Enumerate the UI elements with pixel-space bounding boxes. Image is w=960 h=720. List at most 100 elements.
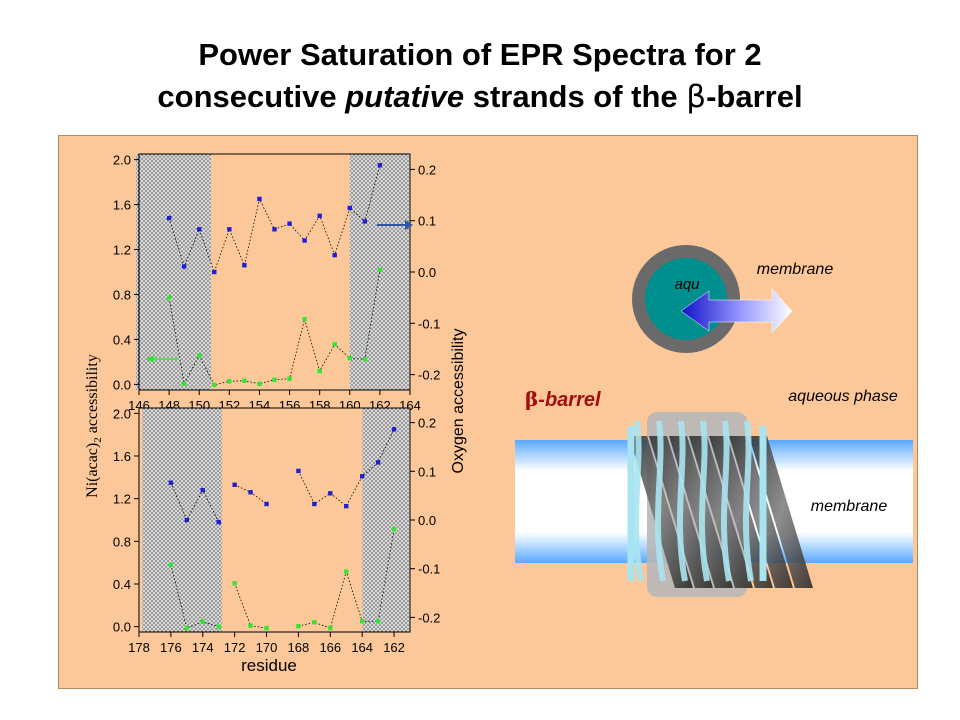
diffusion-arrow — [680, 288, 793, 334]
right-tick-label: -0.1 — [418, 562, 440, 577]
title-putative: putative — [345, 79, 465, 114]
data-point — [212, 269, 217, 275]
data-point — [344, 569, 349, 574]
left-axis-pointer-arrow — [146, 355, 179, 363]
data-point — [328, 491, 333, 496]
title-line-2: consecutive putative strands of the β-ba… — [0, 76, 960, 118]
barrel-edge — [627, 426, 767, 581]
left-tick-label: 1.2 — [113, 243, 131, 258]
data-point — [200, 487, 205, 493]
series-line — [234, 583, 267, 629]
data-point — [248, 490, 253, 495]
data-point — [181, 381, 187, 387]
data-point — [264, 501, 269, 507]
data-point — [362, 219, 368, 224]
data-point — [359, 474, 365, 479]
barrel-loop — [742, 420, 754, 582]
data-point — [212, 382, 217, 388]
left-tick-label: 2.0 — [113, 153, 131, 168]
data-point — [296, 623, 301, 629]
barrel-strands — [627, 420, 813, 588]
content-panel: 0.0 0.4 0.8 1.2 1.6 2.0 -0.2 -0.1 0.0 0.1 0.2 146 14… — [58, 135, 918, 689]
data-point — [168, 562, 174, 567]
right-tick-label: 0.2 — [418, 416, 436, 431]
data-point — [242, 378, 247, 383]
barrel-loop — [698, 420, 710, 582]
left-tick-label: 0.4 — [113, 332, 131, 347]
left-axis-title: Ni(acac)2 accessibility — [84, 354, 104, 498]
data-point — [328, 625, 333, 631]
data-point — [391, 427, 397, 432]
data-point — [168, 480, 174, 485]
data-point — [312, 620, 317, 625]
data-point — [232, 482, 237, 487]
barrel-label-rest: -barrel — [538, 389, 601, 411]
right-tick-label: -0.2 — [418, 610, 440, 625]
data-point — [272, 377, 277, 382]
data-point — [197, 353, 202, 358]
data-point — [184, 517, 190, 523]
right-tick-label: 0.0 — [418, 513, 436, 528]
x-tick-label: 168 — [288, 640, 310, 655]
slide-title: Power Saturation of EPR Spectra for 2 co… — [0, 34, 960, 118]
x-tick-label: 162 — [383, 640, 405, 655]
data-point — [296, 468, 301, 474]
data-point — [332, 252, 337, 258]
barrel-loop — [676, 420, 688, 582]
data-point — [302, 317, 307, 322]
membrane-band-label: membrane — [811, 498, 888, 515]
data-point — [377, 163, 383, 168]
shaded-region — [135, 154, 212, 390]
left-axis-title-pre: Ni(acac) — [84, 443, 101, 498]
right-tick-label: -0.2 — [418, 368, 440, 383]
left-axis-title-post: accessibility — [84, 354, 101, 437]
barrel-loop — [632, 420, 644, 582]
left-tick-label: 0.8 — [113, 534, 131, 549]
left-axis-title-sub: 2 — [92, 437, 104, 443]
barrel-loop — [654, 420, 666, 582]
barrel-label-beta: β — [525, 387, 538, 411]
left-tick-label: 1.6 — [113, 198, 131, 213]
right-axis-pointer-arrow — [377, 220, 413, 230]
data-point — [344, 503, 349, 509]
x-tick-label: 172 — [224, 640, 246, 655]
left-tick-label: 0.8 — [113, 287, 131, 302]
data-point — [312, 501, 317, 507]
beta-barrel-structure — [627, 412, 813, 597]
data-point — [200, 619, 205, 624]
series-line — [170, 482, 220, 523]
left-tick-label: 2.0 — [113, 406, 131, 421]
right-tick-label: 0.1 — [418, 214, 436, 229]
data-point — [197, 227, 202, 232]
data-point — [317, 213, 322, 219]
left-tick-label: 0.0 — [113, 377, 131, 392]
left-tick-label: 0.0 — [113, 620, 131, 635]
right-tick-label: 0.1 — [418, 464, 436, 479]
data-point — [257, 196, 262, 202]
x-tick-label: 176 — [160, 640, 182, 655]
title-line-2-post: strands of the — [464, 79, 687, 114]
bottom-axis-title: residue — [241, 656, 297, 675]
data-point — [232, 581, 237, 586]
right-tick-label: 0.0 — [418, 265, 436, 280]
data-point — [181, 264, 187, 269]
left-tick-label: 1.6 — [113, 449, 131, 464]
data-point — [216, 624, 221, 629]
title-line-2-pre: consecutive — [157, 79, 346, 114]
data-point — [184, 625, 190, 631]
data-point — [227, 227, 232, 232]
data-point — [287, 376, 292, 381]
title-line-2-tail: -barrel — [706, 79, 803, 114]
x-tick-label: 170 — [256, 640, 278, 655]
data-point — [242, 263, 247, 268]
barrel-loop — [720, 420, 732, 582]
shaded-region — [142, 408, 222, 632]
data-point — [362, 357, 368, 362]
data-point — [359, 619, 365, 624]
shaded-region — [362, 408, 410, 632]
data-point — [332, 342, 337, 347]
aqu-label: aqu — [674, 276, 700, 293]
data-point — [264, 625, 269, 631]
